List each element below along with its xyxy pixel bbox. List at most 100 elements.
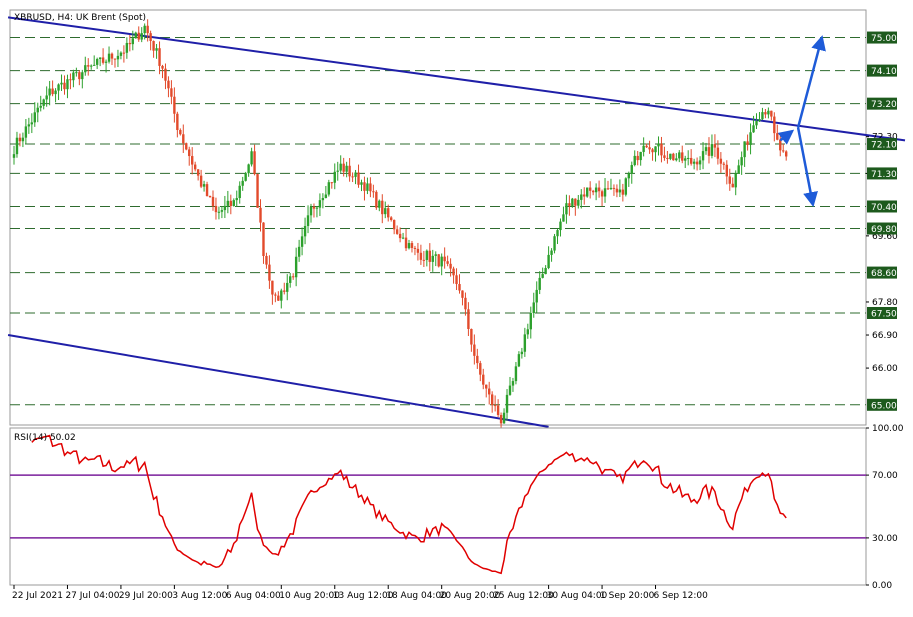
candle-body xyxy=(532,302,535,314)
candle-body xyxy=(131,38,134,45)
candle xyxy=(603,178,607,203)
candle-body xyxy=(315,207,319,209)
level-label-bg xyxy=(867,97,897,110)
candle-body xyxy=(672,153,675,161)
candle-body xyxy=(318,200,322,208)
candle xyxy=(645,143,648,148)
candle-body xyxy=(193,164,197,170)
candle-body xyxy=(615,188,619,193)
time-tick-label: 27 Jul 04:00 xyxy=(65,591,119,601)
candle-body xyxy=(33,112,36,123)
candle xyxy=(262,222,265,264)
candle-body xyxy=(217,211,221,213)
time-tick-label: 3 Aug 12:00 xyxy=(172,591,227,601)
candle-body xyxy=(773,116,776,134)
candle-body xyxy=(366,183,369,191)
candle-body xyxy=(167,80,170,89)
candle-body xyxy=(701,151,705,161)
candle-body xyxy=(550,250,553,255)
candle xyxy=(54,88,57,103)
candle xyxy=(336,161,339,181)
candle-body xyxy=(143,25,146,34)
candle xyxy=(520,347,524,359)
candle-body xyxy=(107,53,111,62)
candle-body xyxy=(523,334,527,352)
candle xyxy=(87,58,90,76)
candle-body xyxy=(651,149,654,153)
level-label-bg xyxy=(867,167,897,180)
level-label: 68.60 xyxy=(871,269,897,279)
candle-body xyxy=(422,259,426,261)
candle-body xyxy=(639,151,642,161)
candle-body xyxy=(72,72,75,81)
candle xyxy=(173,87,176,123)
candle xyxy=(318,193,322,217)
candle-body xyxy=(502,412,506,424)
candle xyxy=(244,171,247,182)
candle-body xyxy=(642,145,645,152)
candle xyxy=(627,171,630,187)
candle xyxy=(624,177,628,197)
candle xyxy=(202,180,206,192)
candle xyxy=(612,184,616,196)
candle-body xyxy=(179,129,182,135)
candle xyxy=(523,327,527,357)
time-tick-label: 29 Jul 20:00 xyxy=(119,591,173,601)
candle-body xyxy=(18,137,22,142)
arrow-bounce xyxy=(777,129,795,145)
candle xyxy=(746,134,749,151)
rsi-axis[interactable]: 100.00 70.00 30.00 0.00 xyxy=(866,424,904,591)
candle xyxy=(78,70,81,86)
candle-body xyxy=(419,252,423,260)
candle-body xyxy=(113,58,117,60)
price-tick-label: 66.90 xyxy=(872,331,898,341)
candle xyxy=(422,250,426,268)
price-axis[interactable]: 72.30 71.30 69.60 67.80 66.90 66.00 75.00 74.10… xyxy=(866,31,898,412)
level-label-bg xyxy=(867,138,897,151)
candle-body xyxy=(606,188,610,190)
candle-body xyxy=(395,229,399,234)
candle-body xyxy=(185,143,188,150)
candle xyxy=(188,146,191,166)
candle xyxy=(152,40,155,58)
level-label-bg xyxy=(867,64,897,77)
candle xyxy=(300,227,304,256)
candle xyxy=(698,156,702,171)
candle xyxy=(208,195,212,198)
candle xyxy=(21,132,25,148)
candle xyxy=(419,244,423,265)
candle xyxy=(122,45,126,63)
candle xyxy=(179,128,182,136)
candle-body xyxy=(767,110,770,115)
candle xyxy=(241,176,244,191)
time-axis[interactable]: 22 Jul 2021 27 Jul 04:00 29 Jul 20:00 3 Aug… xyxy=(12,585,708,601)
candle xyxy=(479,360,482,382)
candle-body xyxy=(663,155,666,158)
candle-body xyxy=(116,55,120,60)
candle xyxy=(327,179,331,197)
candle-body xyxy=(372,191,375,193)
candle xyxy=(280,288,283,309)
candle xyxy=(749,123,752,155)
candle xyxy=(443,247,446,269)
candle xyxy=(164,63,167,90)
candle-body xyxy=(571,198,574,206)
candle-body xyxy=(440,256,443,267)
price-panel[interactable]: XBRUSD, H4: UK Brent (Spot) xyxy=(7,9,906,428)
candle xyxy=(496,399,500,418)
candle-body xyxy=(188,149,191,157)
candle-body xyxy=(529,313,532,330)
candle-body xyxy=(277,295,280,301)
candle-body xyxy=(244,173,247,181)
candle-body xyxy=(271,280,274,295)
candle-body xyxy=(562,214,565,222)
candle-body xyxy=(413,247,417,249)
level-label: 73.20 xyxy=(871,100,897,110)
candle-body xyxy=(381,200,384,215)
candle-body xyxy=(514,366,518,382)
candle-body xyxy=(713,144,717,148)
candle xyxy=(342,157,345,177)
candle-body xyxy=(134,32,137,39)
rsi-panel[interactable]: RSI(14) 50.02 xyxy=(9,427,867,586)
